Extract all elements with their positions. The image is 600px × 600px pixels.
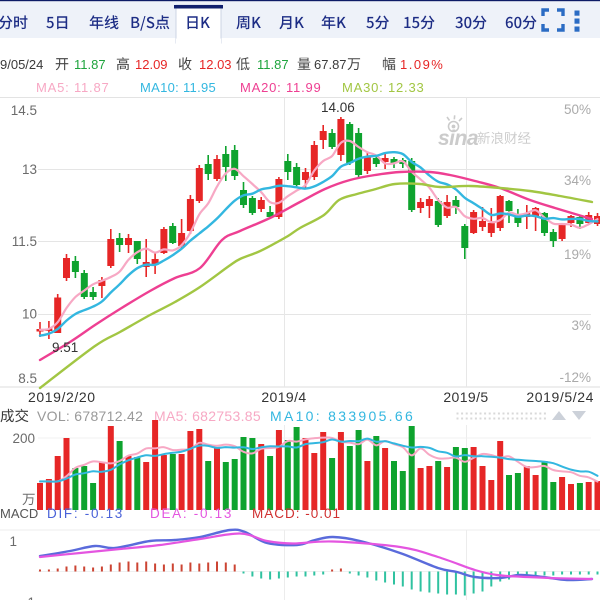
svg-text:11.87: 11.87 <box>257 57 289 72</box>
svg-text:1: 1 <box>9 534 17 549</box>
svg-text:MACD: -0.01: MACD: -0.01 <box>252 506 341 521</box>
svg-text:67.87: 67.87 <box>314 57 347 72</box>
svg-text:DIF: -0.13: DIF: -0.13 <box>47 506 124 521</box>
svg-text:MA20: 11.99: MA20: 11.99 <box>240 80 322 95</box>
svg-text:12.03: 12.03 <box>199 57 232 72</box>
svg-text:9/05/24: 9/05/24 <box>0 57 43 72</box>
svg-text:sina: sina <box>438 127 479 150</box>
svg-text:10: 10 <box>22 307 37 322</box>
svg-text:19%: 19% <box>564 247 591 262</box>
svg-text:2019/4: 2019/4 <box>261 389 306 405</box>
svg-text:MA10: 833905.66: MA10: 833905.66 <box>270 408 415 424</box>
svg-text:2019/5: 2019/5 <box>443 389 488 405</box>
svg-text:12.09: 12.09 <box>135 57 168 72</box>
svg-text:200: 200 <box>12 431 35 446</box>
svg-text:MA5: 11.87: MA5: 11.87 <box>36 80 110 95</box>
svg-text:MA5: 682753.85: MA5: 682753.85 <box>154 408 261 424</box>
svg-text:-1: -1 <box>23 595 35 600</box>
svg-text:MA10: 11.95: MA10: 11.95 <box>140 80 216 95</box>
svg-text:2019/2/20: 2019/2/20 <box>28 389 96 405</box>
svg-text:-12%: -12% <box>559 370 591 385</box>
svg-text:8.5: 8.5 <box>18 371 37 386</box>
svg-text:2019/5/24: 2019/5/24 <box>526 389 594 405</box>
svg-text:14.5: 14.5 <box>11 103 37 118</box>
svg-text:11.87: 11.87 <box>74 57 106 72</box>
svg-text:11.5: 11.5 <box>12 234 37 249</box>
svg-text:13: 13 <box>22 162 37 177</box>
svg-text:50%: 50% <box>564 102 591 117</box>
svg-text:MA30: 12.33: MA30: 12.33 <box>342 80 425 95</box>
svg-text:MACD: MACD <box>0 506 38 521</box>
svg-text:3%: 3% <box>571 318 591 333</box>
svg-text:DEA: -0.13: DEA: -0.13 <box>150 506 233 521</box>
svg-text:1.09%: 1.09% <box>400 57 444 72</box>
svg-text:9.51: 9.51 <box>52 340 78 355</box>
svg-text:VOL: 678712.42: VOL: 678712.42 <box>37 408 143 424</box>
svg-text:34%: 34% <box>564 173 591 188</box>
svg-text:14.06: 14.06 <box>321 100 355 115</box>
